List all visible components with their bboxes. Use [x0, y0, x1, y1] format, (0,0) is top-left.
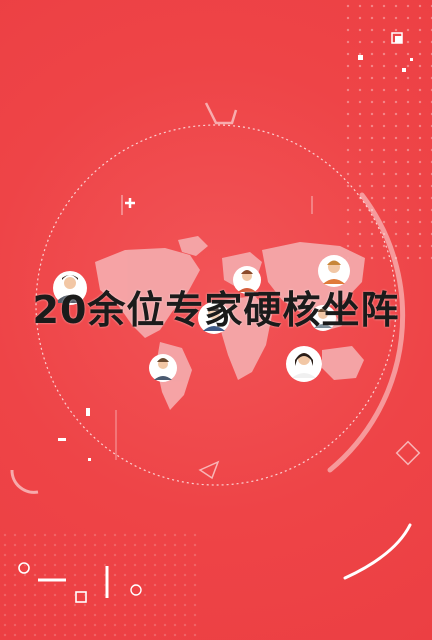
headline-title: 20余位专家硬核坐阵	[32, 288, 400, 332]
dashed-orbit-circle	[35, 124, 397, 486]
triangle-outline-icon	[198, 460, 220, 480]
expert-avatar-icon	[53, 255, 350, 382]
bottom-right-curve	[343, 523, 412, 580]
bracket-outline-icon	[204, 102, 238, 125]
dot-grid-top-right	[342, 0, 432, 260]
diamond-outline-icon	[395, 440, 421, 466]
bottom-circle-icon-2	[130, 584, 142, 596]
bottom-left-arc	[10, 469, 39, 494]
dash-mark-2	[58, 438, 66, 441]
dot-grid-bottom-left	[0, 530, 200, 640]
small-circle-icon	[18, 562, 30, 574]
dot-mark	[88, 458, 91, 461]
dash-mark	[86, 408, 90, 416]
bottom-square-icon	[75, 591, 87, 603]
plus-icon	[125, 198, 135, 208]
world-map-icon	[95, 236, 365, 410]
thick-arc-right	[327, 192, 406, 473]
